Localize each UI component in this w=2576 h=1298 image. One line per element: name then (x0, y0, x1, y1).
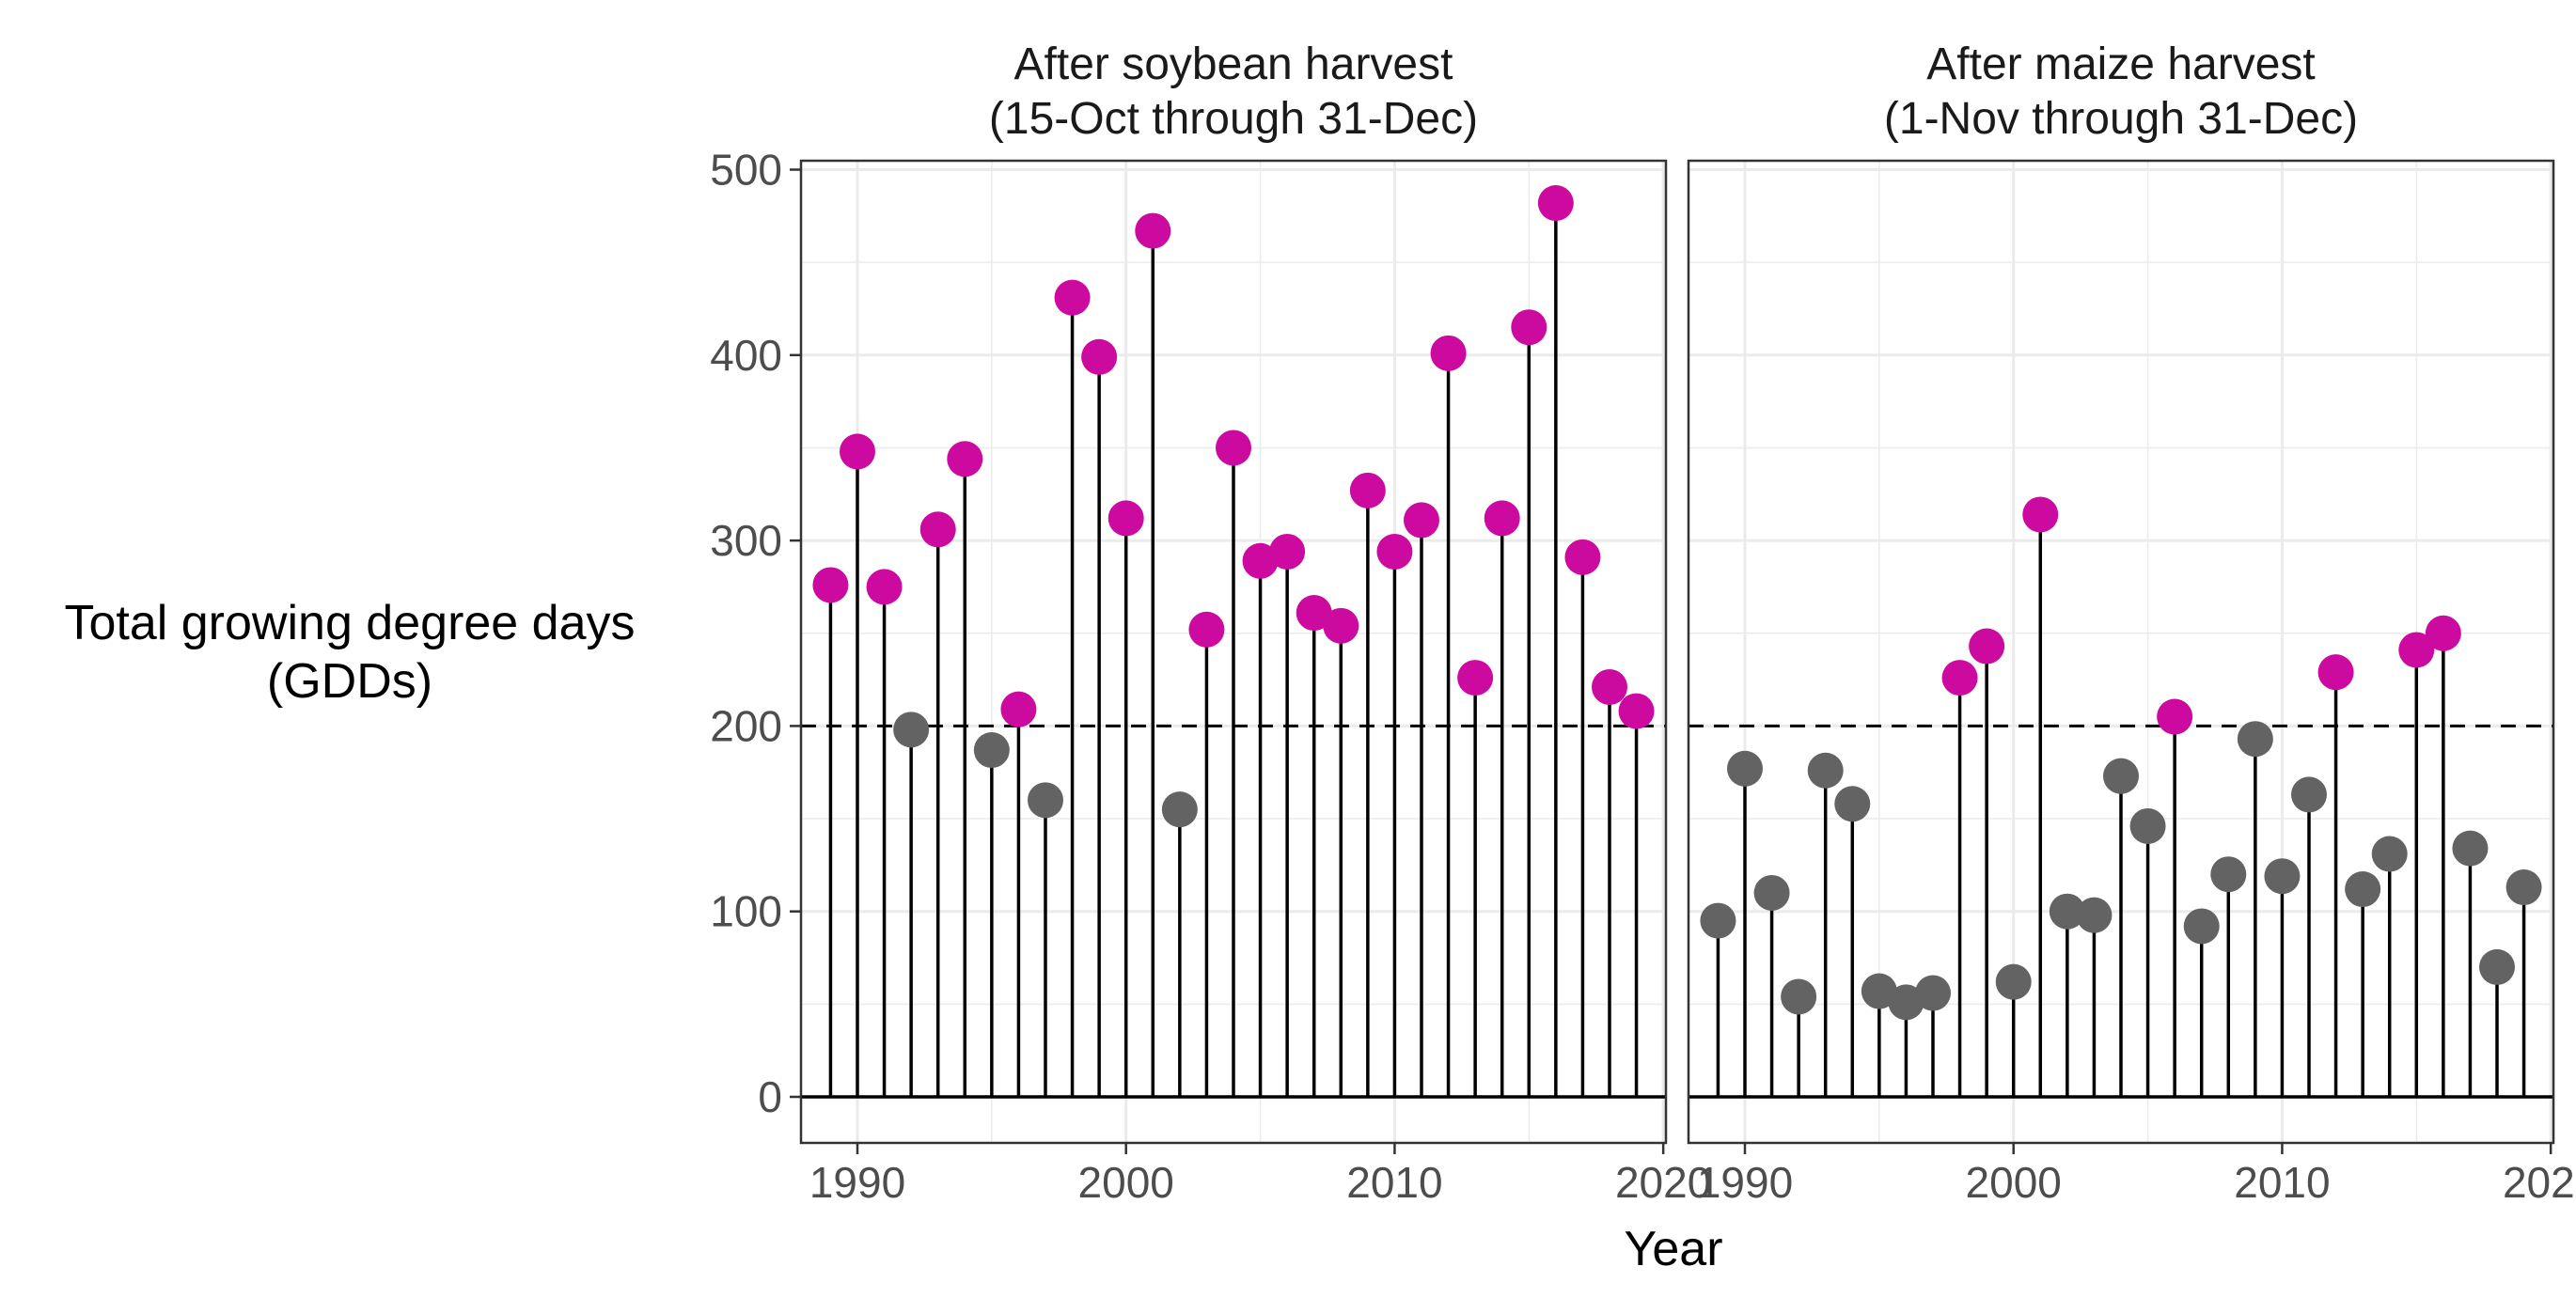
x-axis: 1990 2000 2010 2020 (809, 1143, 1711, 1207)
panel-title-line-2: (15-Oct through 31-Dec) (989, 94, 1478, 144)
panel-maize: 1990 2000 2010 2020 After maize harvest(1-No… (1687, 39, 2576, 1207)
point-1995 (973, 732, 1010, 769)
point-1995 (1861, 973, 1897, 1009)
x-tick-label-1990: 1990 (809, 1158, 905, 1207)
point-1990 (1727, 750, 1763, 787)
point-2014 (2371, 836, 2408, 872)
panel-title: After maize harvest(1-Nov through 31-Dec… (1884, 39, 2358, 144)
x-tick-label-2020: 2020 (2503, 1158, 2576, 1207)
data-marks (1700, 496, 2542, 1097)
point-1997 (1028, 782, 1063, 819)
point-1998 (1054, 279, 1091, 316)
point-2004 (2103, 758, 2139, 794)
panel-title-line-2: (1-Nov through 31-Dec) (1884, 94, 2358, 144)
point-1993 (919, 511, 956, 548)
y-axis-title-line-2: (GDDs) (267, 654, 432, 709)
point-1993 (1807, 752, 1844, 789)
data-marks (812, 185, 1655, 1097)
point-2010 (1376, 533, 1413, 570)
point-1998 (1941, 660, 1978, 696)
point-2006 (2157, 698, 2193, 735)
y-axis-title-line-1: Total growing degree days (64, 596, 635, 650)
point-2017 (1564, 539, 1601, 575)
point-2010 (2264, 858, 2301, 895)
point-2007 (1296, 595, 1332, 632)
point-1994 (947, 441, 983, 477)
point-1997 (1915, 975, 1951, 1011)
x-tick-label-1990: 1990 (1697, 1158, 1793, 1207)
point-2009 (2237, 721, 2273, 758)
y-tick-label-300: 300 (710, 516, 782, 565)
point-2014 (1484, 500, 1520, 537)
point-1992 (893, 712, 930, 748)
point-1991 (1753, 874, 1790, 911)
point-2000 (1995, 963, 2032, 1000)
point-2018 (2479, 948, 2515, 985)
point-2019 (2505, 869, 2542, 906)
x-tick-label-2010: 2010 (2234, 1158, 2330, 1207)
panel-border (799, 159, 1668, 1145)
point-2009 (1349, 472, 1386, 508)
point-2003 (2076, 897, 2113, 933)
point-1994 (1834, 786, 1871, 822)
point-2013 (1457, 660, 1494, 696)
point-2013 (2345, 871, 2381, 908)
point-2001 (1135, 212, 1171, 249)
x-axis-title: Year (1624, 1222, 1722, 1276)
y-tick-label-100: 100 (710, 887, 782, 936)
point-1989 (1700, 902, 1736, 939)
panel-title: After soybean harvest(15-Oct through 31-… (989, 39, 1478, 144)
y-tick-label-0: 0 (758, 1072, 782, 1121)
point-1990 (840, 433, 875, 470)
panel-border (1687, 159, 2555, 1145)
point-2015 (2398, 632, 2435, 668)
point-2017 (2452, 830, 2489, 867)
y-axis-title: Total growing degree days (GDDs) (64, 596, 635, 709)
point-2005 (1242, 542, 1279, 579)
point-2016 (1537, 185, 1574, 222)
point-2003 (1188, 611, 1225, 648)
y-tick-label-500: 500 (710, 146, 782, 195)
point-2016 (2425, 615, 2461, 651)
point-2011 (2291, 776, 2327, 813)
panel-title-line-1: After soybean harvest (1014, 39, 1453, 89)
point-2002 (1161, 791, 1198, 828)
point-2008 (2210, 856, 2247, 893)
point-1991 (866, 569, 903, 605)
point-1996 (1000, 691, 1037, 727)
x-tick-label-2000: 2000 (1966, 1158, 2062, 1207)
point-2018 (1592, 668, 1627, 705)
point-2005 (2129, 807, 2166, 844)
x-tick-label-2010: 2010 (1346, 1158, 1442, 1207)
point-2006 (1269, 533, 1306, 570)
point-2019 (1618, 693, 1655, 729)
point-1999 (1969, 628, 2005, 665)
point-2012 (1430, 335, 1467, 371)
point-2015 (1511, 309, 1547, 346)
panel-soybean: 1990 2000 2010 2020 After soybean harvest(15… (799, 39, 1711, 1207)
x-tick-label-2020: 2020 (1615, 1158, 1711, 1207)
point-2012 (2317, 654, 2354, 691)
point-1996 (1888, 984, 1924, 1021)
point-2000 (1107, 500, 1144, 537)
point-2008 (1323, 607, 1359, 644)
panel-title-line-1: After maize harvest (1926, 39, 2315, 89)
y-axis: 0 100 200 300 400 500 (710, 146, 801, 1121)
point-2002 (2049, 893, 2085, 930)
point-1999 (1081, 338, 1118, 375)
point-1992 (1781, 978, 1817, 1015)
y-tick-label-200: 200 (710, 701, 782, 750)
x-tick-label-2000: 2000 (1078, 1158, 1174, 1207)
point-2001 (2022, 496, 2059, 533)
y-tick-label-400: 400 (710, 331, 782, 380)
point-2011 (1404, 502, 1439, 539)
point-2007 (2183, 908, 2220, 945)
point-2004 (1216, 430, 1251, 466)
point-1989 (812, 567, 849, 603)
x-axis: 1990 2000 2010 2020 (1697, 1143, 2576, 1207)
